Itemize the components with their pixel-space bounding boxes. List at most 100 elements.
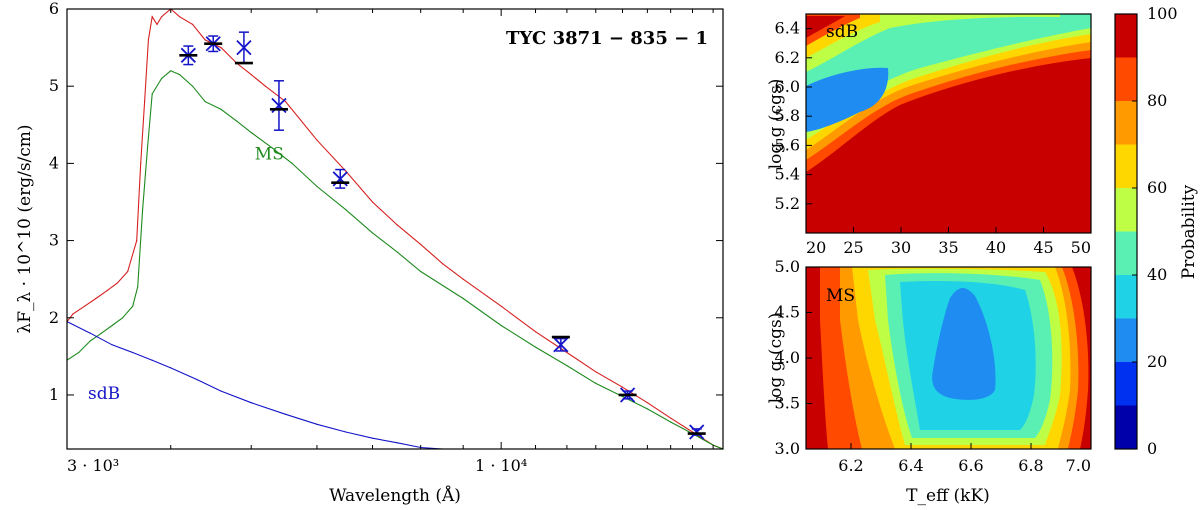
- series-point-total: [144, 101, 146, 103]
- series-point-total: [534, 331, 537, 333]
- series-point-ms: [345, 209, 347, 211]
- sdb-x-tick-label: 30: [891, 238, 911, 257]
- series-point-sdb: [285, 413, 287, 415]
- sdb-contours: [806, 14, 1091, 233]
- series-point-sdb: [89, 332, 91, 334]
- sed-plot-frame: [66, 8, 724, 450]
- colorbar-level: [1115, 14, 1137, 58]
- series-point-ms: [291, 162, 293, 164]
- photometry-marker: [236, 39, 252, 56]
- series-point-ms: [78, 351, 80, 354]
- sed-ylabel: λF_λ · 10^10 (erg/s/cm): [15, 124, 35, 333]
- ms-y-tick-label: 4.5: [775, 303, 800, 322]
- colorbar-frame: [1114, 13, 1138, 450]
- series-point-total: [127, 270, 129, 273]
- series-point-ms: [204, 101, 206, 103]
- series-point-ms: [111, 324, 113, 327]
- series-point-sdb: [111, 344, 113, 346]
- colorbar-levels: [1115, 14, 1137, 449]
- sdb-level-100-upper: [806, 16, 845, 38]
- series-point-sdb: [316, 423, 318, 425]
- y-tick-label: 1: [49, 385, 59, 404]
- series-point-ms: [646, 408, 649, 410]
- colorbar-level: [1115, 275, 1137, 319]
- y-tick-label: 3: [49, 231, 59, 250]
- series-point-ms: [161, 77, 163, 80]
- ms-panel-label: MS: [826, 286, 855, 306]
- ms-x-tick-label: 6.8: [1018, 456, 1043, 475]
- sdb-x-tick-label: 20: [806, 238, 826, 257]
- colorbar-level: [1115, 188, 1137, 232]
- ms-x-tick-label: 7.0: [1066, 456, 1091, 475]
- series-point-sdb: [396, 442, 398, 444]
- sed-title: TYC 3871 − 835 − 1: [506, 28, 708, 49]
- series-point-sdb: [220, 390, 222, 392]
- sdb-y-tick-label: 6.0: [775, 77, 800, 96]
- ms-contour-panel: 6.2 6.4 6.6 6.8 7.0 3.0 3.5 4.0 4.5 5.0 MS log g …: [766, 257, 1092, 506]
- series-point-total: [179, 16, 181, 18]
- series-point-ms: [566, 365, 568, 367]
- sdb-ylabel: log g (cgs): [766, 79, 786, 170]
- series-point-ms: [316, 185, 318, 188]
- colorbar-ticks: 0 20 40 60 80 100: [1132, 4, 1178, 458]
- photometry-group: [179, 31, 706, 440]
- series-point-ms: [151, 93, 153, 95]
- x-tick-label: 1 · 10⁴: [475, 456, 527, 475]
- ms-x-tick-label: 6.6: [958, 456, 983, 475]
- colorbar-level: [1115, 405, 1137, 449]
- series-point-total: [420, 243, 422, 245]
- ms-x-tick-label: 6.2: [838, 456, 863, 475]
- ms-x-tick-label: 6.4: [898, 456, 923, 475]
- sdb-best-fit-region: [806, 67, 889, 132]
- series-point-sdb: [151, 359, 153, 361]
- series-point-ms: [132, 305, 134, 307]
- colorbar-level: [1115, 231, 1137, 275]
- series-point-ms: [500, 324, 502, 327]
- colorbar-label: Probability: [1179, 184, 1199, 279]
- series-line-total: [67, 9, 723, 449]
- series-point-sdb: [345, 431, 347, 433]
- series-point-sdb: [132, 351, 134, 354]
- colorbar-level: [1115, 362, 1137, 406]
- series-point-total: [595, 371, 597, 373]
- series-point-total: [147, 39, 149, 41]
- series-point-ms: [137, 286, 139, 288]
- sdb-level-60-upper: [806, 14, 1060, 72]
- ms-ticks: 6.2 6.4 6.6 6.8 7.0 3.0 3.5 4.0 4.5 5.0: [775, 257, 1092, 475]
- series-point-ms: [595, 382, 597, 384]
- series-point-total: [140, 162, 142, 164]
- colorbar-tick-label: 20: [1147, 352, 1167, 371]
- sed-series-group: [67, 9, 723, 449]
- series-point-sdb: [170, 367, 172, 369]
- y-tick-label: 5: [49, 76, 59, 95]
- colorbar-tick-label: 60: [1147, 178, 1167, 197]
- sdb-panel-label: sdB: [826, 22, 858, 42]
- annotation-sdb: sdB: [88, 384, 120, 404]
- series-point-ms: [220, 108, 222, 110]
- series-point-sdb: [250, 402, 252, 404]
- sdb-level-50: [806, 14, 1091, 128]
- sdb-contour-panel: 20 25 30 35 40 45 505.25.45.65.86.06.26.4 sdB …: [766, 13, 1092, 257]
- series-point-ms: [271, 147, 273, 149]
- ms-contours: [806, 267, 1091, 449]
- colorbar-tick-label: 100: [1147, 4, 1178, 23]
- series-point-ms: [170, 70, 172, 72]
- series-point-total: [670, 417, 672, 419]
- y-tick-label: 2: [49, 308, 59, 327]
- sdb-y-tick-label: 5.8: [775, 106, 800, 125]
- colorbar-tick-label: 40: [1147, 265, 1167, 284]
- sdb-x-tick-label: 25: [843, 238, 863, 257]
- series-point-ms: [89, 340, 91, 342]
- series-point-total: [264, 85, 266, 87]
- sdb-y-tick-label: 5.4: [775, 165, 800, 184]
- sdb-x-tick-label: 45: [1033, 238, 1053, 257]
- series-point-ms: [100, 332, 102, 334]
- series-point-total: [161, 16, 163, 18]
- series-point-ms: [192, 85, 194, 87]
- colorbar: 0 20 40 60 80 100 Probability: [1114, 4, 1199, 458]
- series-point-total: [151, 16, 153, 18]
- series-point-ms: [462, 297, 464, 300]
- ms-y-tick-label: 3.5: [775, 394, 800, 413]
